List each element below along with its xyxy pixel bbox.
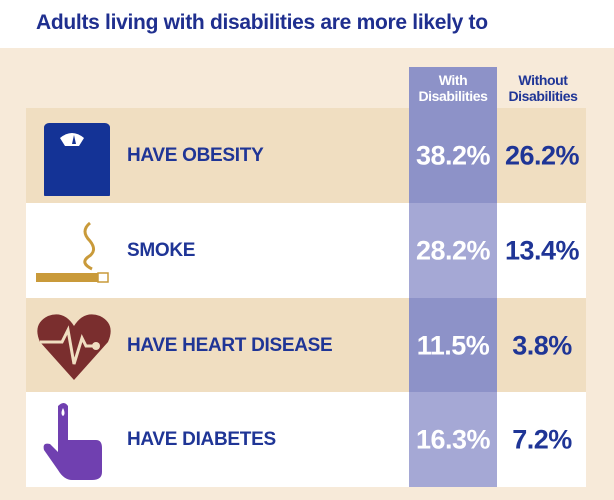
finger-blood-drop-icon: [43, 403, 102, 480]
row-label: HAVE HEART DISEASE: [127, 334, 333, 356]
value-with: 38.2%: [415, 140, 491, 170]
cigarette-icon: [36, 221, 109, 283]
header-with: With Disabilities: [409, 72, 497, 104]
value-with: 11.5%: [416, 330, 490, 360]
scale-icon: [44, 123, 110, 196]
table-row: HAVE HEART DISEASE 11.5% 3.8%: [26, 298, 586, 393]
value-with: 28.2%: [415, 235, 491, 265]
value-with: 16.3%: [415, 424, 491, 454]
value-without: 7.2%: [512, 424, 572, 454]
row-label: HAVE OBESITY: [127, 144, 264, 166]
header-without: Without Disabilities: [497, 72, 589, 104]
header-band: [0, 0, 614, 48]
row-label: HAVE DIABETES: [127, 428, 276, 450]
heart-pulse-icon: [37, 314, 111, 380]
page-title: Adults living with disabilities are more…: [36, 11, 488, 34]
table-row: HAVE DIABETES 16.3% 7.2%: [26, 392, 586, 487]
table-row: HAVE OBESITY 38.2% 26.2%: [26, 108, 586, 203]
value-without: 13.4%: [504, 235, 580, 265]
header-with-line1: With: [438, 72, 468, 88]
with-cell: [409, 392, 497, 487]
value-without: 26.2%: [504, 140, 580, 170]
header-without-line2: Disabilities: [508, 88, 578, 104]
table-row: SMOKE 28.2% 13.4%: [26, 203, 586, 298]
row-label: SMOKE: [127, 239, 196, 261]
value-without: 3.8%: [512, 330, 572, 360]
header-with-line2: Disabilities: [418, 88, 488, 104]
header-without-line1: Without: [518, 72, 568, 88]
with-cell: [409, 203, 497, 298]
